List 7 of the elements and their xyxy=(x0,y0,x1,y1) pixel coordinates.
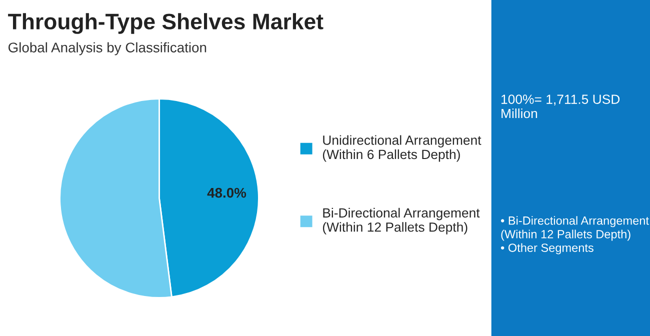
legend-label: Bi-Directional Arrangement (Within 12 Pallets Depth) xyxy=(322,208,480,234)
data-label: 48.0% xyxy=(207,188,246,198)
text: • Bi-Directional Arrangement (Within 12 Pallets Depth) • Other Segments xyxy=(500,216,649,254)
chart-title: Through-Type Shelves Market xyxy=(8,13,324,34)
legend-label: Unidirectional Arrangement (Within 6 Pallets Depth) xyxy=(322,135,482,162)
chart-subtitle: Global Analysis by Classification xyxy=(8,42,206,56)
text: 100%= 1,711.5 USD Million xyxy=(502,94,620,118)
